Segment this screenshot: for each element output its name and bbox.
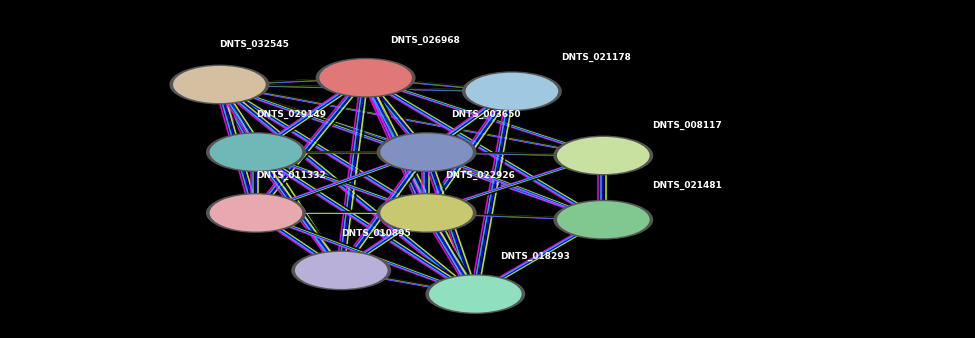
Ellipse shape [429,275,522,313]
Text: DNTS_021481: DNTS_021481 [652,181,722,191]
Text: DNTS_032545: DNTS_032545 [219,39,290,49]
Ellipse shape [376,193,477,233]
Ellipse shape [170,65,269,104]
Ellipse shape [206,132,306,172]
Ellipse shape [557,201,649,238]
Ellipse shape [292,250,391,290]
Ellipse shape [210,134,302,171]
Ellipse shape [210,194,302,232]
Text: DNTS_021178: DNTS_021178 [561,53,631,62]
Ellipse shape [174,66,265,103]
Ellipse shape [376,132,477,172]
Text: DNTS_029149: DNTS_029149 [255,110,326,120]
Ellipse shape [380,194,473,232]
Text: DNTS_011332: DNTS_011332 [255,171,326,180]
Ellipse shape [316,58,415,98]
Text: DNTS_022926: DNTS_022926 [445,171,515,180]
Ellipse shape [320,59,411,96]
Text: DNTS_026968: DNTS_026968 [390,36,460,45]
Ellipse shape [466,73,558,110]
Ellipse shape [294,252,388,289]
Ellipse shape [425,274,526,314]
Text: DNTS_003650: DNTS_003650 [450,110,521,120]
Ellipse shape [553,200,653,240]
Text: DNTS_008117: DNTS_008117 [652,120,722,130]
Ellipse shape [553,136,653,175]
Text: DNTS_010895: DNTS_010895 [341,228,411,238]
Ellipse shape [206,193,306,233]
Ellipse shape [380,134,473,171]
Ellipse shape [557,137,649,174]
Text: DNTS_018293: DNTS_018293 [499,252,569,262]
Ellipse shape [462,71,562,111]
